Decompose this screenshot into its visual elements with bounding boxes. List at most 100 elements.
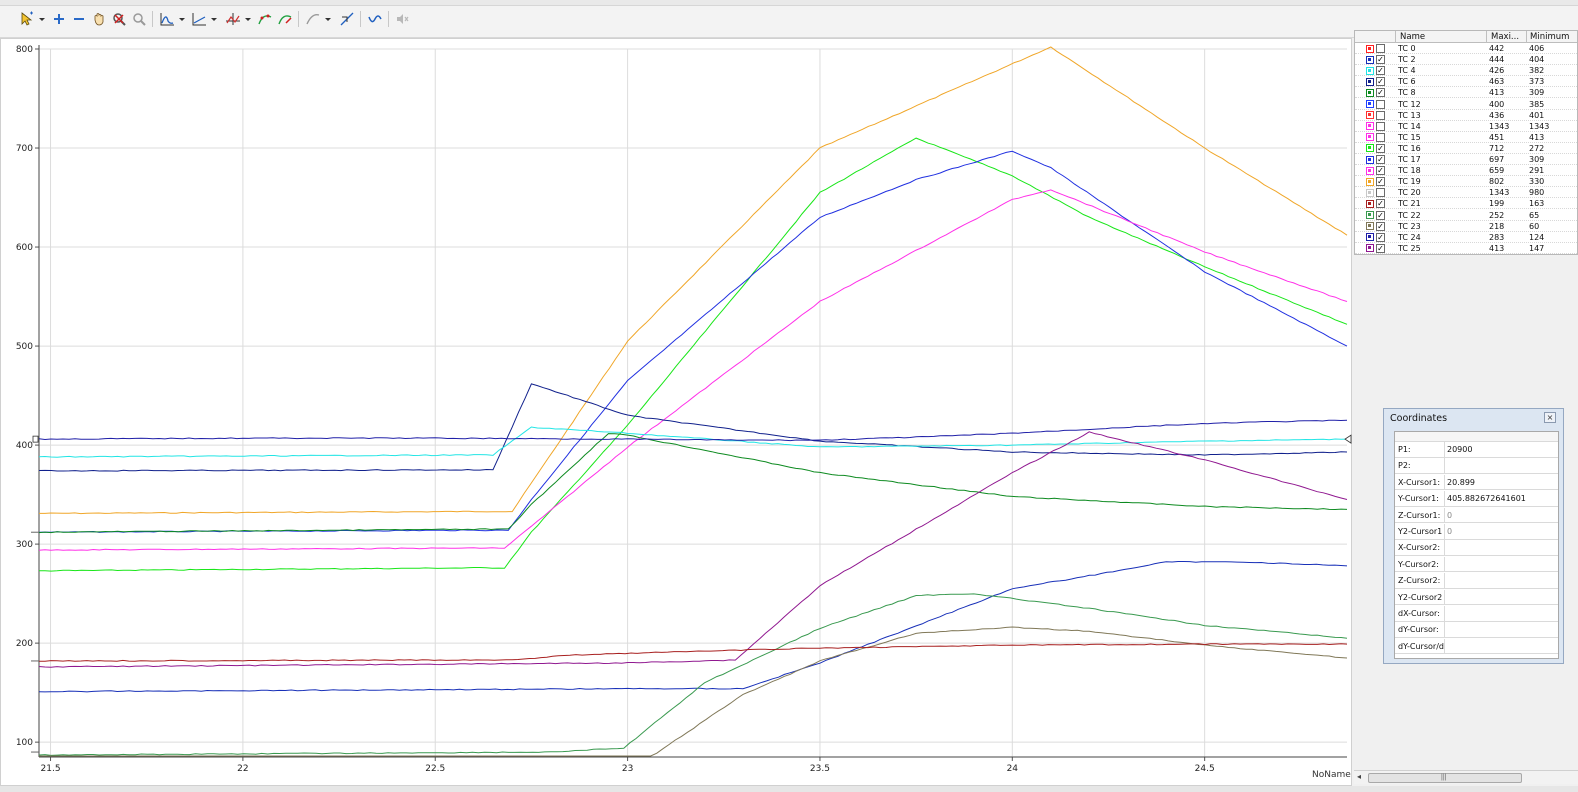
cursor-tool-icon[interactable] [224,11,242,27]
curve-fit-icon[interactable] [256,11,274,27]
visibility-checkbox[interactable]: ✓ [1376,221,1385,231]
close-icon[interactable]: × [1544,412,1556,423]
color-swatch[interactable] [1366,122,1374,131]
visibility-checkbox[interactable] [1376,110,1385,120]
color-swatch[interactable] [1366,55,1374,64]
legend-row[interactable]: TC 15 451 413 [1355,132,1577,143]
legend-row[interactable]: ✓ TC 8 413 309 [1355,87,1577,99]
curve-style-dropdown-icon[interactable] [324,11,332,27]
scrollbar-thumb[interactable]: ||| [1368,773,1522,783]
coordinates-panel[interactable]: Coordinates × P1: 20900 P2: X-Cursor1: 20.89… [1383,408,1564,664]
visibility-checkbox[interactable]: ✓ [1376,232,1385,242]
color-swatch[interactable] [1366,77,1374,86]
mute-icon[interactable] [393,11,411,27]
visibility-checkbox[interactable]: ✓ [1376,66,1385,76]
visibility-checkbox[interactable]: ✓ [1376,155,1385,164]
visibility-checkbox[interactable]: ✓ [1376,177,1385,187]
visibility-checkbox[interactable] [1376,132,1385,142]
coordinate-key: X-Cursor2: [1398,543,1441,553]
select-dropdown-icon[interactable] [38,11,46,27]
color-swatch[interactable] [1366,211,1374,219]
peak-analysis-icon[interactable] [158,11,176,27]
color-swatch[interactable] [1366,166,1374,175]
column-divider [1444,573,1445,589]
legend-row[interactable]: TC 20 1343 980 [1355,187,1577,199]
color-swatch[interactable] [1366,133,1374,142]
pan-hand-icon[interactable] [90,11,108,27]
marker-tool-icon[interactable] [338,11,356,27]
visibility-checkbox[interactable]: ✓ [1376,243,1385,253]
color-swatch[interactable] [1366,244,1374,253]
visibility-checkbox[interactable] [1376,121,1385,131]
color-swatch[interactable] [1366,66,1374,75]
legend-row[interactable]: ✓ TC 23 218 60 [1355,221,1577,232]
coordinate-value[interactable]: 0 [1447,510,1453,520]
color-swatch[interactable] [1366,88,1374,97]
horizontal-scrollbar[interactable]: ◂ ||| [1354,770,1578,784]
visibility-checkbox[interactable]: ✓ [1376,55,1385,65]
line-chart[interactable]: 21.5 22 22.5 23 23.5 24 24.5 100 200 300 400 500 600… [1,39,1353,787]
legend-header-name[interactable]: Name [1400,32,1426,42]
legend-row[interactable]: TC 0 442 406 [1355,43,1577,55]
coordinate-value[interactable]: 405.882672641601 [1447,494,1526,504]
color-swatch[interactable] [1366,100,1374,108]
legend-row[interactable]: ✓ TC 6 463 373 [1355,76,1577,88]
curve-style-icon[interactable] [304,11,322,27]
legend-row[interactable]: TC 14 1343 1343 [1355,121,1577,132]
zoom-area-icon[interactable] [130,11,148,27]
legend-row[interactable]: TC 13 436 401 [1355,110,1577,121]
axes: 21.5 22 22.5 23 23.5 24 24.5 100 200 300 400 500 600… [16,45,1347,774]
axis-settings-icon[interactable] [190,11,208,27]
visibility-checkbox[interactable] [1376,99,1385,109]
zoom-out-icon[interactable] [70,11,88,27]
legend-row[interactable]: ✓ TC 19 802 330 [1355,176,1577,188]
zoom-reset-icon[interactable] [110,11,128,27]
channel-max: 252 [1489,210,1505,220]
peak-dropdown-icon[interactable] [178,11,186,27]
series-line [38,383,1348,472]
cursor-markers[interactable] [31,434,1352,753]
legend-header-max[interactable]: Maxi... [1491,32,1520,42]
legend-row[interactable]: ✓ TC 2 444 404 [1355,54,1577,66]
visibility-checkbox[interactable]: ✓ [1376,88,1385,98]
coordinate-value[interactable]: 20900 [1447,445,1473,454]
color-swatch[interactable] [1366,155,1374,164]
select-cursor-icon[interactable] [18,11,36,27]
color-swatch[interactable] [1366,144,1374,153]
channel-min: 309 [1529,88,1545,98]
visibility-checkbox[interactable]: ✓ [1376,166,1385,176]
legend-row[interactable]: ✓ TC 24 283 124 [1355,232,1577,243]
visibility-checkbox[interactable]: ✓ [1376,143,1385,153]
plot-area[interactable]: 21.5 22 22.5 23 23.5 24 24.5 100 200 300 400 500 600… [0,38,1352,786]
legend-row[interactable]: ✓ TC 22 252 65 [1355,210,1577,221]
smooth-curve-icon[interactable] [366,11,384,27]
zoom-in-icon[interactable] [50,11,68,27]
scroll-left-icon[interactable]: ◂ [1357,772,1362,781]
color-swatch[interactable] [1366,233,1374,242]
cursor-dropdown-icon[interactable] [244,11,252,27]
color-swatch[interactable] [1366,44,1374,53]
legend-header-min[interactable]: Minimum [1530,32,1570,42]
visibility-checkbox[interactable]: ✓ [1376,77,1385,87]
legend-row[interactable]: TC 12 400 385 [1355,99,1577,110]
color-swatch[interactable] [1366,177,1374,186]
color-swatch[interactable] [1366,188,1374,197]
color-swatch[interactable] [1366,111,1374,120]
legend-row[interactable]: ✓ TC 17 697 309 [1355,154,1577,166]
coordinate-value[interactable]: 20.899 [1447,477,1475,487]
legend-row[interactable]: ✓ TC 18 659 291 [1355,165,1577,177]
legend-row[interactable]: ✓ TC 21 199 163 [1355,198,1577,210]
color-swatch[interactable] [1366,199,1374,208]
coordinate-value[interactable]: 0 [1447,527,1453,536]
visibility-checkbox[interactable]: ✓ [1376,199,1385,209]
color-swatch[interactable] [1366,222,1374,231]
channel-legend-table[interactable]: Name Maxi... Minimum TC 0 442 406 ✓ TC 2 444 4… [1354,30,1578,255]
curve-fit-alt-icon[interactable] [276,11,294,27]
visibility-checkbox[interactable] [1376,44,1385,53]
visibility-checkbox[interactable]: ✓ [1376,210,1385,220]
legend-row[interactable]: ✓ TC 16 712 272 [1355,143,1577,154]
legend-row[interactable]: ✓ TC 25 413 147 [1355,243,1577,254]
axis-dropdown-icon[interactable] [210,11,218,27]
legend-row[interactable]: ✓ TC 4 426 382 [1355,65,1577,77]
visibility-checkbox[interactable] [1376,188,1385,198]
